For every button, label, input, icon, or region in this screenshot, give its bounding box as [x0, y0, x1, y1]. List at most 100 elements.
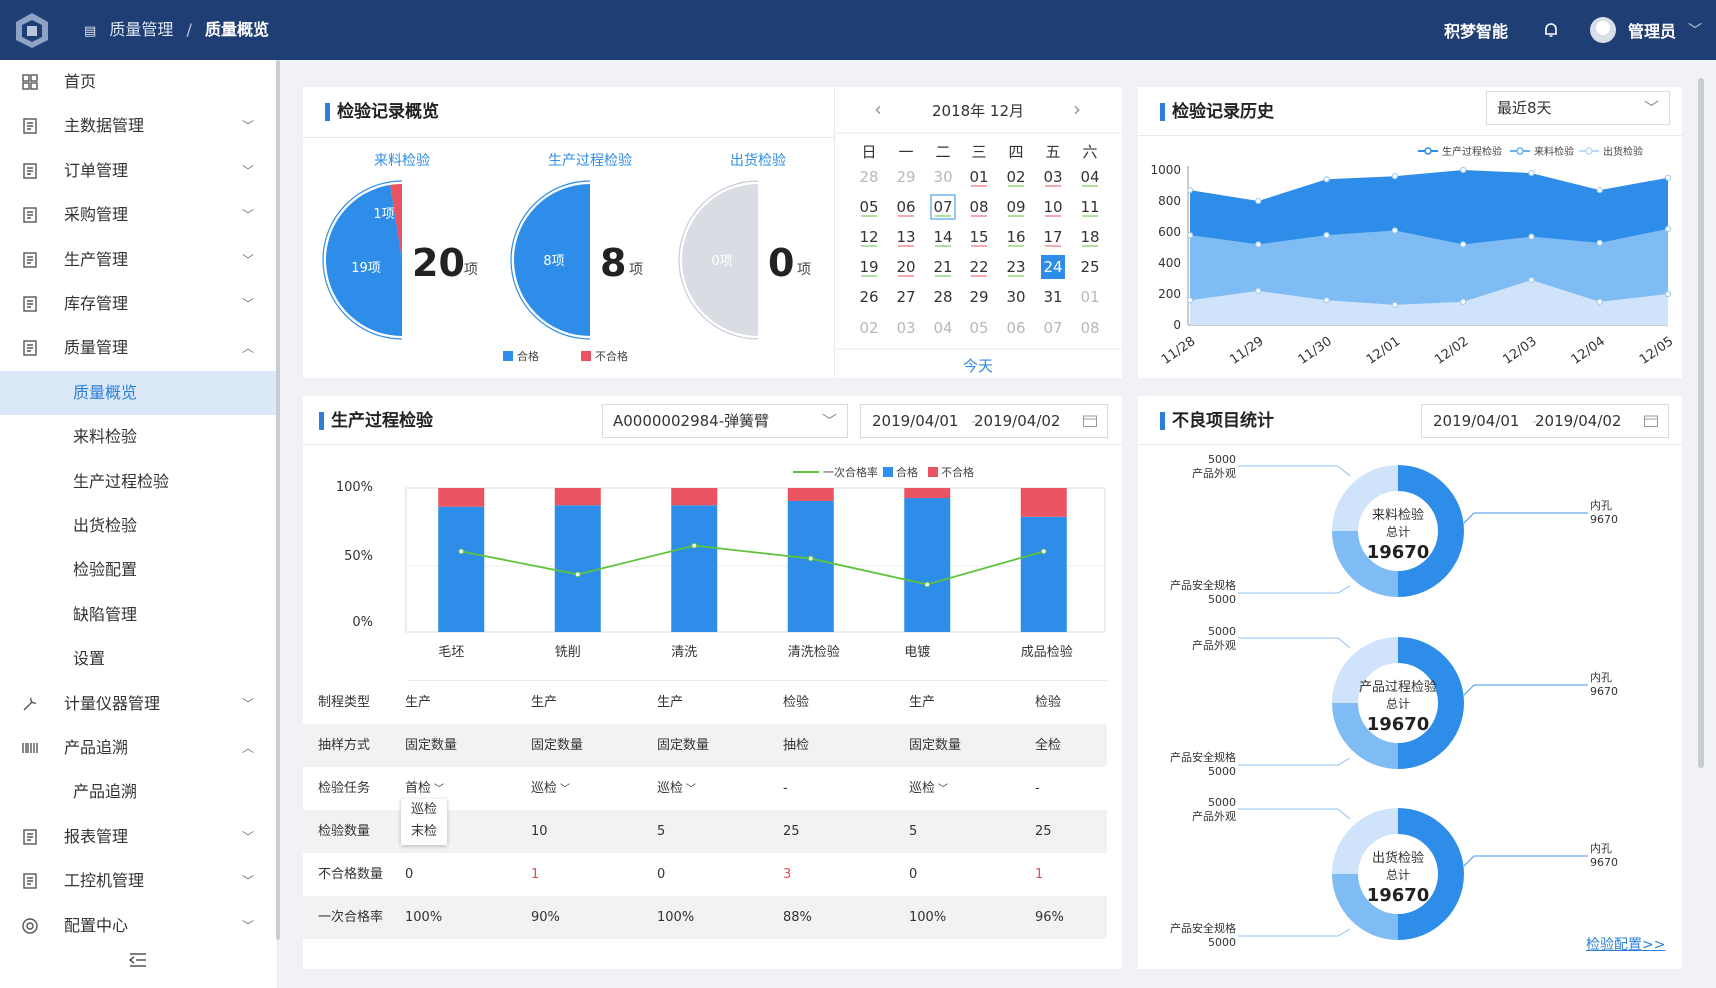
pie-label: 出货检验: [730, 152, 786, 169]
sidebar-item[interactable]: 来料检验: [0, 415, 278, 459]
dropdown-option[interactable]: 巡检: [410, 802, 437, 817]
avatar[interactable]: [1589, 17, 1616, 43]
next-month-icon[interactable]: ›: [1073, 97, 1081, 121]
sidebar-item[interactable]: 生产管理 ﹀: [0, 238, 278, 282]
weekday-label: 三: [971, 143, 986, 161]
calendar-day[interactable]: 02: [1006, 168, 1025, 186]
calendar-day[interactable]: 07: [933, 198, 952, 216]
today-button[interactable]: 今天: [963, 357, 993, 375]
calendar-day[interactable]: 16: [1006, 228, 1025, 246]
table-cell: 3: [783, 867, 792, 882]
calendar-day[interactable]: 29: [969, 288, 988, 306]
calendar-day[interactable]: 23: [1006, 258, 1025, 276]
calendar-day[interactable]: 01: [969, 168, 988, 186]
donut-sub: 总计: [1386, 868, 1410, 882]
user-name[interactable]: 管理员: [1627, 22, 1676, 41]
calendar-day[interactable]: 13: [896, 228, 915, 246]
calendar-day[interactable]: 31: [1043, 288, 1062, 306]
calendar-day[interactable]: 10: [1043, 198, 1062, 216]
task-select[interactable]: 巡检 ﹀: [531, 781, 571, 796]
sidebar-item[interactable]: 出货检验: [0, 504, 278, 548]
process-date-range[interactable]: 2019/04/01 - 2019/04/02: [860, 404, 1108, 438]
calendar-day[interactable]: 04: [1080, 168, 1099, 186]
calendar-day[interactable]: 07: [1043, 319, 1062, 337]
defects-date-range[interactable]: 2019/04/01 - 2019/04/02: [1421, 404, 1669, 438]
sidebar-item[interactable]: 库存管理 ﹀: [0, 282, 278, 326]
calendar-day[interactable]: 03: [1043, 168, 1062, 186]
calendar-day[interactable]: 02: [859, 319, 878, 337]
calendar-day[interactable]: 22: [969, 258, 988, 276]
logo-icon[interactable]: [12, 10, 52, 50]
calendar-day[interactable]: 08: [969, 198, 988, 216]
collapse-menu-icon[interactable]: [128, 950, 148, 970]
calendar-day[interactable]: 06: [1006, 319, 1025, 337]
leader-value: 9670: [1590, 685, 1618, 698]
area-point: [1391, 301, 1398, 308]
sidebar-item[interactable]: 检验配置: [0, 548, 278, 592]
calendar-day[interactable]: 19: [859, 258, 878, 276]
task-select[interactable]: 首检 ﹀: [405, 781, 445, 796]
sidebar-item[interactable]: 工控机管理 ﹀: [0, 859, 278, 903]
calendar-day[interactable]: 24: [1043, 258, 1062, 276]
calendar-day[interactable]: 28: [859, 168, 878, 186]
calendar-day[interactable]: 09: [1006, 198, 1025, 216]
calendar-day[interactable]: 05: [859, 198, 878, 216]
sidebar-item[interactable]: 产品追溯: [0, 770, 278, 814]
calendar-day[interactable]: 26: [859, 288, 878, 306]
bell-icon[interactable]: [1542, 21, 1560, 39]
calendar-day[interactable]: 25: [1080, 258, 1099, 276]
calendar-day[interactable]: 12: [859, 228, 878, 246]
breadcrumb-item-quality[interactable]: 质量管理: [109, 20, 174, 39]
calendar-day[interactable]: 04: [933, 319, 952, 337]
calendar-day[interactable]: 20: [896, 258, 915, 276]
leader-label: 产品安全规格: [1170, 921, 1236, 935]
sidebar-item[interactable]: 设置: [0, 637, 278, 681]
task-select[interactable]: 巡检 ﹀: [657, 781, 697, 796]
calendar-day[interactable]: 14: [933, 228, 952, 246]
task-select[interactable]: 巡检 ﹀: [909, 781, 949, 796]
calendar-day[interactable]: 28: [933, 288, 952, 306]
sidebar-scrollbar[interactable]: [276, 60, 280, 940]
breadcrumb: ▤ 质量管理 / 质量概览: [84, 0, 269, 60]
weekday-label: 四: [1008, 143, 1023, 161]
page-scrollbar[interactable]: [1698, 78, 1704, 768]
sidebar-item[interactable]: 产品追溯 ︿: [0, 726, 278, 770]
pie-slice-pass: [325, 184, 402, 336]
range-select[interactable]: 最近8天 ﹀: [1486, 91, 1670, 125]
sidebar-item[interactable]: 配置中心 ﹀: [0, 904, 278, 948]
calendar-day[interactable]: 29: [896, 168, 915, 186]
calendar-day[interactable]: 01: [1080, 288, 1099, 306]
calendar-day[interactable]: 18: [1080, 228, 1099, 246]
calendar-day[interactable]: 03: [896, 319, 915, 337]
product-select[interactable]: A0000002984-弹簧臂 ﹀: [602, 404, 848, 438]
sidebar-item[interactable]: 主数据管理 ﹀: [0, 104, 278, 148]
sidebar-item[interactable]: 生产过程检验: [0, 460, 278, 504]
sidebar-item[interactable]: 计量仪器管理 ﹀: [0, 682, 278, 726]
calendar-day[interactable]: 17: [1043, 228, 1062, 246]
calendar-day[interactable]: 30: [933, 168, 952, 186]
calendar-day[interactable]: 11: [1080, 198, 1099, 216]
area-point: [1664, 174, 1672, 181]
sidebar-item[interactable]: 报表管理 ﹀: [0, 815, 278, 859]
sidebar-item[interactable]: 首页: [0, 60, 278, 104]
sidebar-item[interactable]: 缺陷管理: [0, 593, 278, 637]
sidebar-item[interactable]: 订单管理 ﹀: [0, 149, 278, 193]
calendar-day[interactable]: 08: [1080, 319, 1099, 337]
area-point: [1528, 233, 1535, 240]
calendar: ‹ 2018年 12月 › 日 一 二 三 四 五 六 28 29 30 01 02 03 04 05 06 07 08…: [835, 97, 1122, 375]
calendar-day[interactable]: 05: [969, 319, 988, 337]
sidebar-item[interactable]: 质量概览: [0, 370, 278, 415]
dropdown-option[interactable]: 末检: [410, 824, 437, 839]
prev-month-icon[interactable]: ‹: [874, 97, 882, 121]
sidebar-item[interactable]: 质量管理 ︿: [0, 326, 278, 370]
sidebar-item[interactable]: 采购管理 ﹀: [0, 193, 278, 237]
chevron-down-icon[interactable]: ﹀: [1688, 23, 1702, 39]
calendar-day[interactable]: 21: [933, 258, 952, 276]
calendar-day[interactable]: 27: [896, 288, 915, 306]
bar-pass: [787, 500, 834, 632]
calendar-day[interactable]: 06: [896, 198, 915, 216]
calendar-day[interactable]: 30: [1006, 288, 1025, 306]
inspection-config-link[interactable]: 检验配置>>: [1586, 937, 1666, 953]
calendar-day[interactable]: 15: [969, 228, 988, 246]
